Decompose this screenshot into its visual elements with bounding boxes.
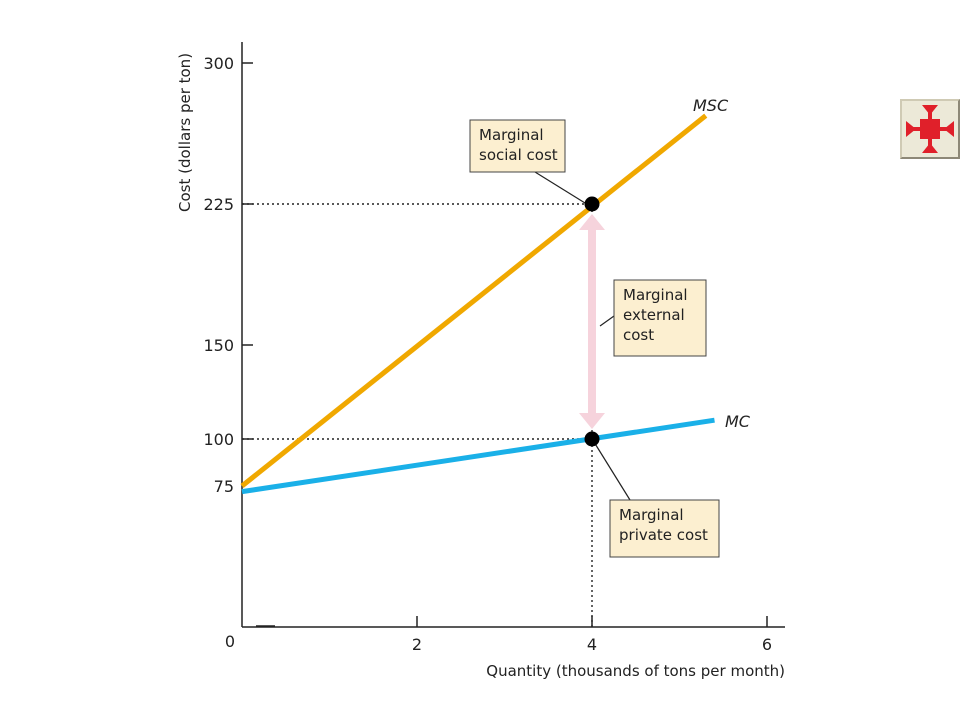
callout-box-mpc <box>609 499 720 558</box>
external-cost-arrow-head-down <box>579 413 605 429</box>
collapse-arrows-icon <box>906 105 954 153</box>
callout-text-mec: external <box>623 306 685 324</box>
y-tick-label: 225 <box>203 195 234 214</box>
external-cost-arrow-head-up <box>579 214 605 230</box>
y-tick-label: 300 <box>203 54 234 73</box>
data-point <box>584 431 600 447</box>
external-cost-arrow-shaft <box>588 226 596 417</box>
series-label-msc: MSC <box>693 96 729 115</box>
callout-leader-msc <box>534 171 586 204</box>
callout-text-mpc: private cost <box>619 526 708 544</box>
collapse-button[interactable] <box>900 99 960 159</box>
y-tick-label: 100 <box>203 430 234 449</box>
series-label-mc: MC <box>725 412 751 431</box>
x-tick-label: 0 <box>225 632 235 651</box>
y-tick-label: 150 <box>203 336 234 355</box>
y-tick-label: 75 <box>214 477 234 496</box>
callout-text-mpc: Marginal <box>619 506 684 524</box>
series-line-msc <box>240 113 708 488</box>
x-tick-label: 4 <box>587 635 597 654</box>
callout-box-msc <box>469 119 566 173</box>
callout-leader-mpc <box>593 441 631 501</box>
callout-text-msc: Marginal <box>479 126 544 144</box>
x-tick-label: 2 <box>412 635 422 654</box>
x-tick-label: 6 <box>762 635 772 654</box>
callout-text-msc: social cost <box>479 146 558 164</box>
callout-text-mec: cost <box>623 326 654 344</box>
y-axis-title: Cost (dollars per ton) <box>176 53 194 212</box>
data-point <box>584 196 600 212</box>
x-axis-title: Quantity (thousands of tons per month) <box>486 662 785 680</box>
callout-text-mec: Marginal <box>623 286 688 304</box>
series-line-mc <box>241 417 715 495</box>
callout-leader-mec <box>599 315 615 327</box>
callout-box-mec <box>613 279 707 357</box>
